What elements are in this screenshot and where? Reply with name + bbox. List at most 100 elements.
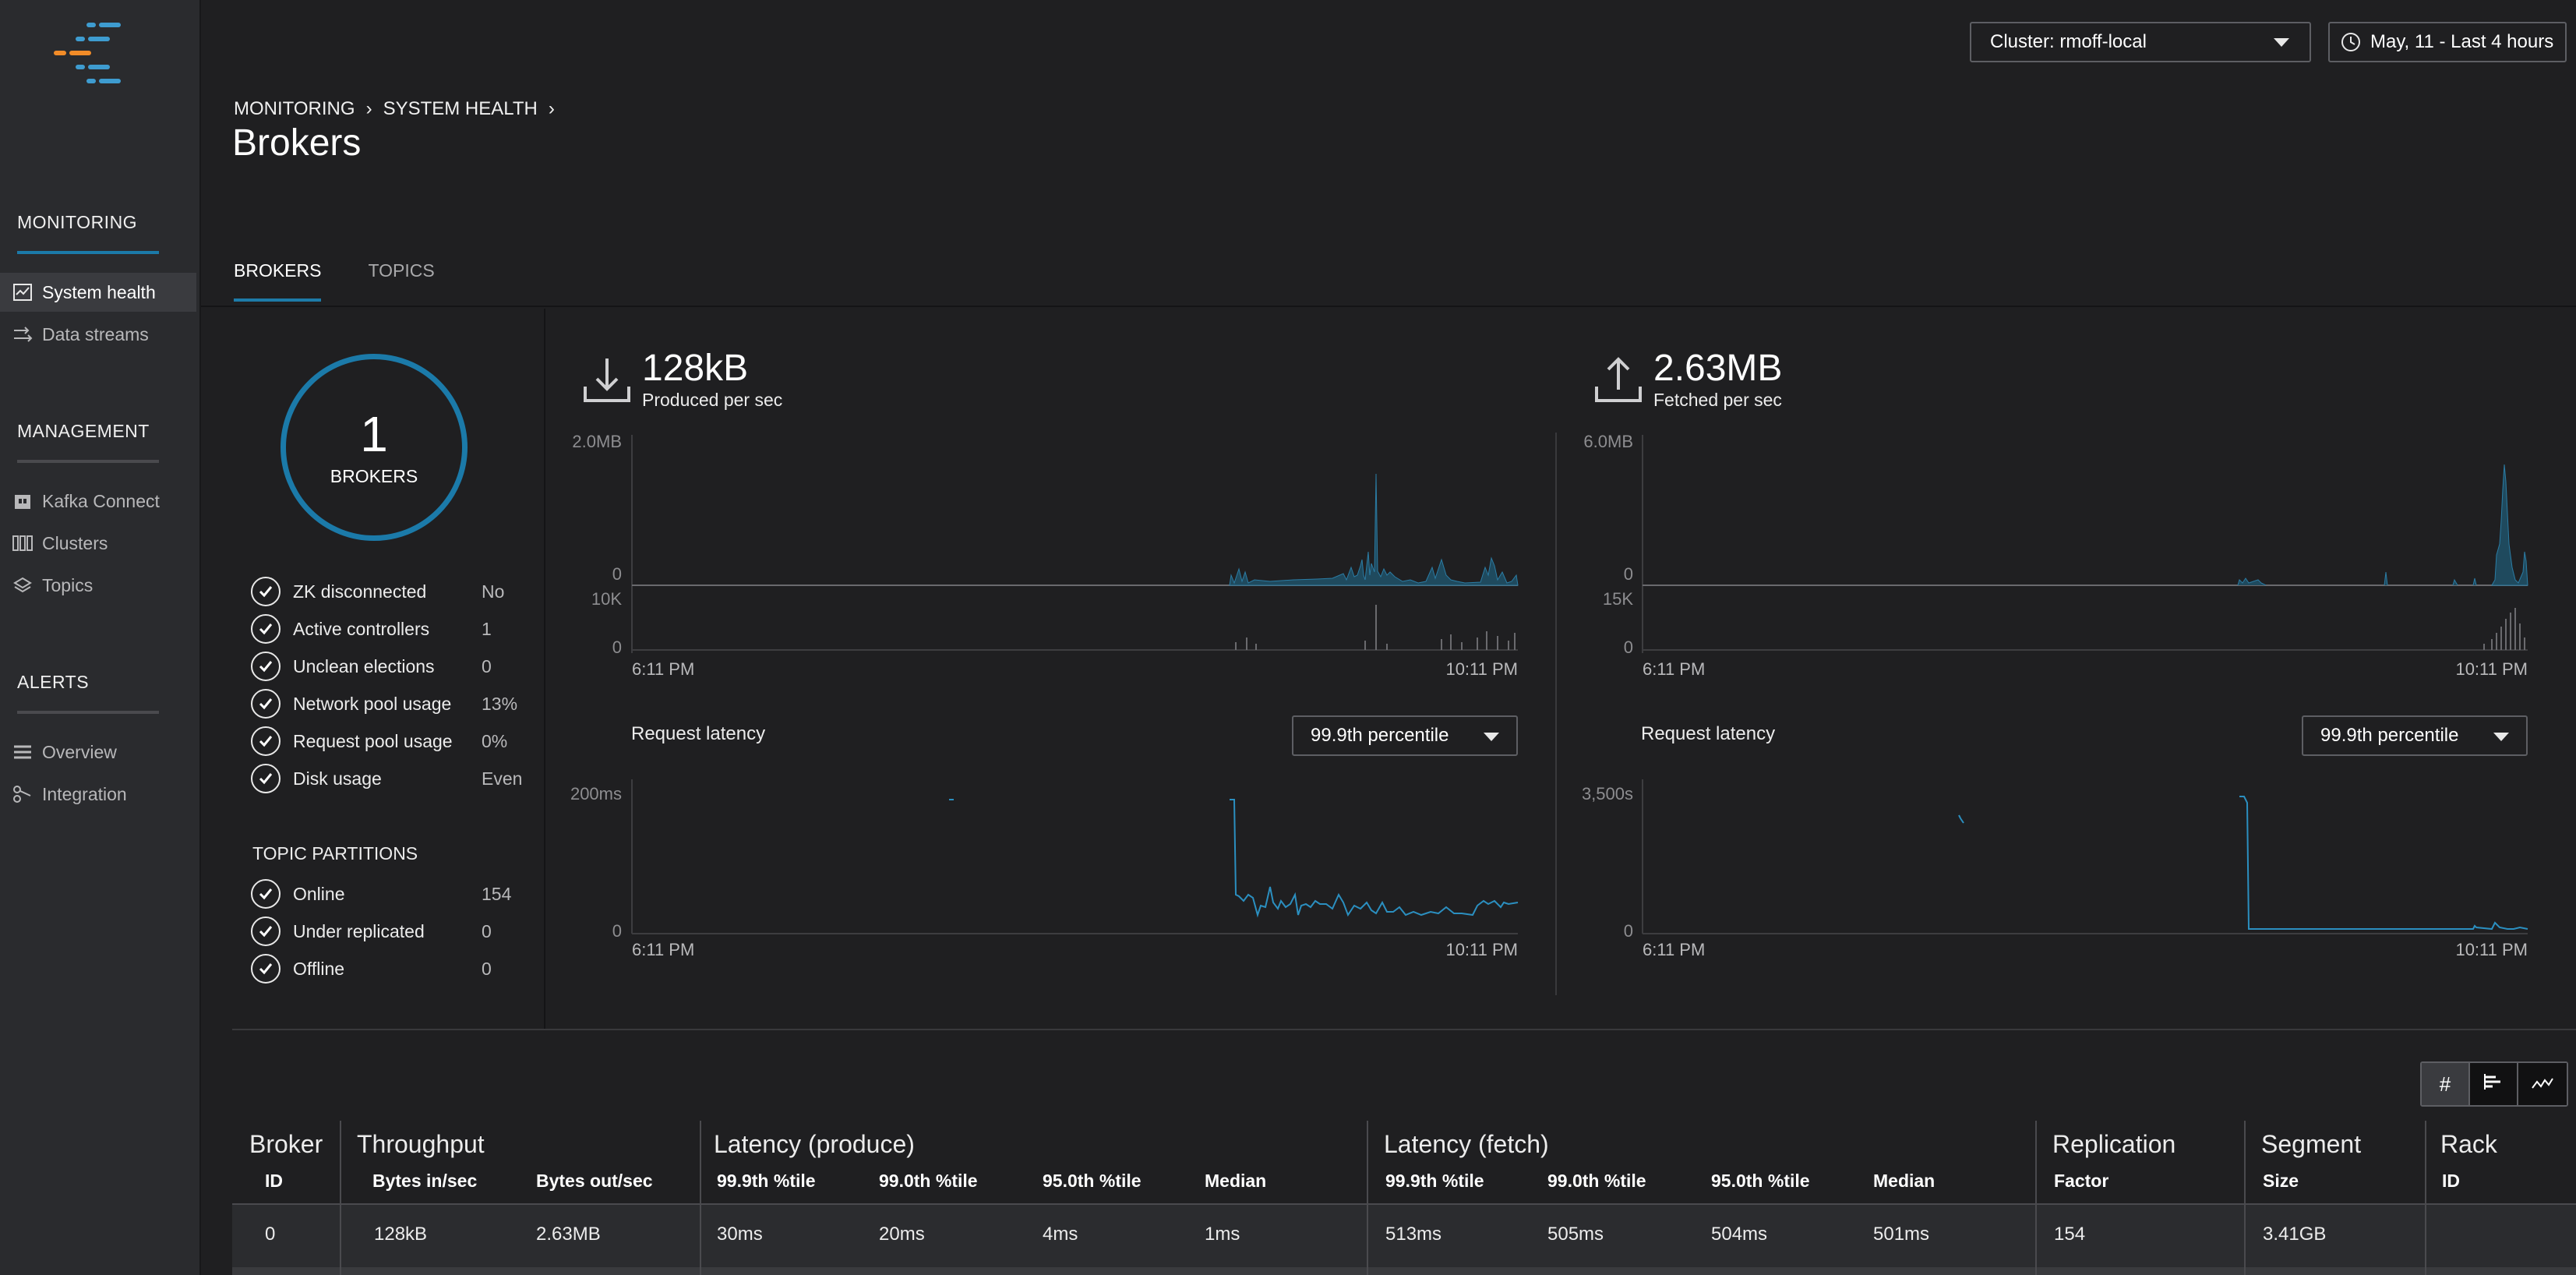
- column-header-produce-p950[interactable]: 95.0th %tile: [1043, 1171, 1142, 1191]
- brokers-label: BROKERS: [330, 465, 418, 486]
- fetched-latency-line: [2239, 796, 2528, 931]
- check-label: Active controllers: [293, 618, 430, 639]
- table-row-bottom: [232, 1267, 2576, 1275]
- x-tick-label: 10:11 PM: [1445, 659, 1518, 679]
- column-header-produce-p990[interactable]: 99.0th %tile: [879, 1171, 978, 1191]
- check-label: Disk usage: [293, 768, 382, 789]
- cell-segment-size: 3.41GB: [2263, 1224, 2327, 1245]
- chevron-right-icon: ›: [548, 98, 555, 119]
- partition-value: 0: [482, 958, 492, 979]
- column-header-bytes-out[interactable]: Bytes out/sec: [536, 1171, 653, 1191]
- check-icon: [251, 689, 281, 719]
- y-tick-label: 6.0MB: [1583, 432, 1633, 451]
- column-separator: [2035, 1121, 2037, 1275]
- produced-latency-label: Request latency: [631, 723, 766, 744]
- brokers-count: 1: [360, 405, 388, 462]
- bar-view-button[interactable]: [2470, 1063, 2518, 1105]
- topic-partitions-title: TOPIC PARTITIONS: [252, 843, 418, 864]
- sidebar-item-label: Kafka Connect: [42, 490, 160, 511]
- sidebar-item-system-health[interactable]: System health: [0, 273, 196, 312]
- chevron-right-icon: ›: [365, 98, 372, 119]
- breadcrumb-item-monitoring[interactable]: MONITORING: [234, 98, 355, 119]
- produced-throughput-area: [1229, 473, 1519, 586]
- clock-icon: [2341, 32, 2361, 52]
- check-value: No: [482, 581, 505, 602]
- divider: [201, 306, 2576, 307]
- sparkline-icon: [2531, 1072, 2554, 1097]
- check-value: 0%: [482, 730, 508, 751]
- produced-percentile-select[interactable]: 99.9th percentile: [1292, 715, 1518, 756]
- cell-bytes-in: 128kB: [374, 1224, 428, 1245]
- cell-replication-factor: 154: [2054, 1224, 2086, 1245]
- health-check-network-pool: Network pool usage 13%: [251, 688, 531, 719]
- column-separator: [2244, 1121, 2246, 1275]
- confluent-logo[interactable]: [50, 20, 136, 106]
- upload-icon: [1594, 355, 1643, 408]
- column-header-produce-median[interactable]: Median: [1205, 1171, 1267, 1191]
- cell-produce-p999: 30ms: [717, 1224, 763, 1245]
- time-range-select[interactable]: May, 11 - Last 4 hours: [2328, 22, 2567, 62]
- cluster-select[interactable]: Cluster: rmoff-local: [1970, 22, 2311, 62]
- cell-fetch-p990: 505ms: [1547, 1224, 1604, 1245]
- health-check-unclean-elections: Unclean elections 0: [251, 651, 531, 682]
- check-label: Request pool usage: [293, 730, 453, 751]
- column-header-rack-id[interactable]: ID: [2442, 1171, 2460, 1191]
- sidebar-item-kafka-connect[interactable]: Kafka Connect: [0, 482, 196, 521]
- column-header-produce-p999[interactable]: 99.9th %tile: [717, 1171, 816, 1191]
- hash-icon: #: [2439, 1072, 2451, 1096]
- check-icon: [251, 917, 281, 946]
- produced-label: Produced per sec: [642, 390, 783, 410]
- breadcrumb-item-system-health[interactable]: SYSTEM HEALTH: [383, 98, 538, 119]
- column-header-bytes-in[interactable]: Bytes in/sec: [372, 1171, 478, 1191]
- column-header-fetch-p990[interactable]: 99.0th %tile: [1547, 1171, 1646, 1191]
- brokers-table: Broker Throughput Latency (produce) Late…: [232, 1121, 2576, 1275]
- y-tick-label: 0: [612, 921, 622, 941]
- sidebar-item-label: Topics: [42, 574, 94, 595]
- partition-value: 0: [482, 920, 492, 941]
- produced-metric: 128kB Produced per sec: [583, 349, 782, 411]
- column-header-fetch-p999[interactable]: 99.9th %tile: [1385, 1171, 1484, 1191]
- check-icon: [251, 726, 281, 756]
- table-row[interactable]: [232, 1205, 2576, 1275]
- fetched-request-bars: [2483, 608, 2525, 650]
- sparkline-view-button[interactable]: [2518, 1063, 2567, 1105]
- list-icon: [11, 744, 34, 760]
- column-header-replication-factor[interactable]: Factor: [2054, 1171, 2109, 1191]
- y-tick-label: 200ms: [570, 784, 622, 803]
- partition-value: 154: [482, 883, 512, 904]
- sidebar-item-integration[interactable]: Integration: [0, 775, 196, 814]
- column-separator: [700, 1121, 701, 1275]
- partition-online: Online 154: [251, 878, 531, 909]
- check-label: Unclean elections: [293, 655, 435, 676]
- fetched-latency-line: [1958, 814, 1964, 824]
- fetched-percentile-select[interactable]: 99.9th percentile: [2302, 715, 2528, 756]
- nav-section-monitoring: MONITORING: [17, 212, 138, 232]
- cell-broker-id: 0: [265, 1224, 276, 1245]
- column-header-fetch-p950[interactable]: 95.0th %tile: [1711, 1171, 1810, 1191]
- cell-produce-median: 1ms: [1205, 1224, 1240, 1245]
- x-tick-label: 10:11 PM: [2455, 940, 2528, 959]
- sidebar-item-overview[interactable]: Overview: [0, 733, 196, 772]
- numeric-view-button[interactable]: #: [2422, 1063, 2470, 1105]
- tab-topics[interactable]: TOPICS: [368, 260, 435, 281]
- produced-latency-chart: 200ms 0 6:11 PM 10:11 PM: [570, 779, 1519, 959]
- check-icon: [251, 764, 281, 793]
- column-group-rack: Rack: [2440, 1130, 2497, 1158]
- sidebar-item-data-streams[interactable]: Data streams: [0, 315, 196, 354]
- column-header-fetch-median[interactable]: Median: [1873, 1171, 1936, 1191]
- column-header-broker-id[interactable]: ID: [265, 1171, 283, 1191]
- column-header-segment-size[interactable]: Size: [2263, 1171, 2299, 1191]
- check-icon: [251, 879, 281, 909]
- cell-fetch-p999: 513ms: [1385, 1224, 1442, 1245]
- download-icon: [583, 355, 631, 408]
- check-icon: [251, 652, 281, 681]
- sidebar-item-clusters[interactable]: Clusters: [0, 524, 196, 563]
- x-tick-label: 10:11 PM: [2455, 659, 2528, 679]
- sidebar-item-label: System health: [42, 281, 156, 302]
- cell-bytes-out: 2.63MB: [536, 1224, 601, 1245]
- streams-icon: [11, 327, 34, 342]
- sidebar-item-topics[interactable]: Topics: [0, 566, 196, 605]
- sidebar-item-label: Overview: [42, 741, 117, 762]
- tab-brokers[interactable]: BROKERS: [234, 260, 322, 302]
